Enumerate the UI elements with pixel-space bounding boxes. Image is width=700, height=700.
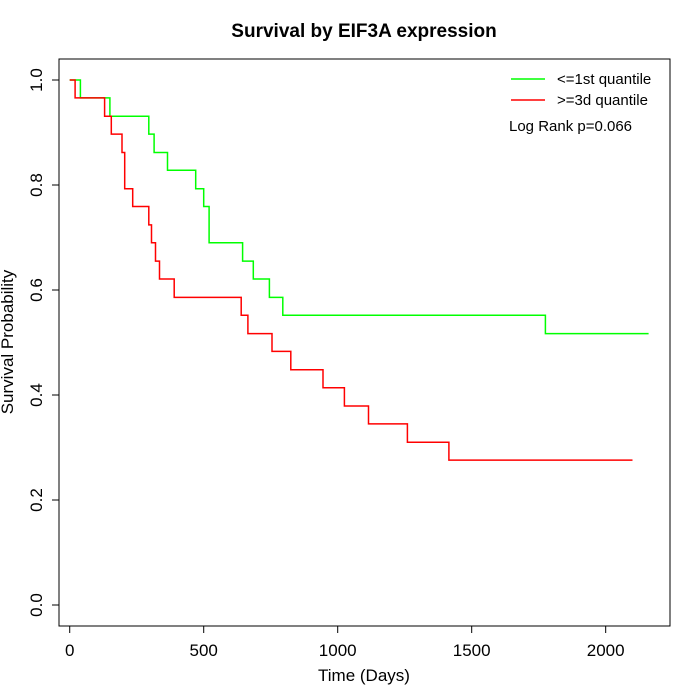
series-line-1 [69, 79, 649, 335]
y-axis-label: Survival Probability [0, 269, 17, 414]
x-tick-label: 500 [190, 641, 218, 660]
plot-frame [58, 58, 671, 627]
x-tick-label: 1500 [453, 641, 491, 660]
series-line-2 [69, 79, 633, 461]
y-tick-label: 0.4 [27, 383, 46, 407]
y-tick-label: 0.0 [27, 593, 46, 617]
x-axis: 0 500 1000 1500 2000 [65, 625, 625, 660]
legend-label: <=1st quantile [557, 71, 651, 88]
legend-label: >=3d quantile [557, 92, 648, 109]
x-tick-label: 0 [65, 641, 74, 660]
legend: <=1st quantile >=3d quantile [511, 71, 651, 109]
series-layer [69, 79, 649, 461]
y-tick-label: 0.2 [27, 488, 46, 512]
chart-title: Survival by EIF3A expression [231, 21, 496, 42]
y-axis: 0.0 0.2 0.4 0.6 0.8 1.0 [27, 68, 60, 617]
y-tick-label: 1.0 [27, 68, 46, 92]
log-rank-annotation: Log Rank p=0.066 [509, 118, 632, 135]
x-tick-label: 2000 [587, 641, 625, 660]
x-axis-label: Time (Days) [318, 666, 410, 685]
y-tick-label: 0.6 [27, 278, 46, 302]
y-tick-label: 0.8 [27, 173, 46, 197]
x-tick-label: 1000 [319, 641, 357, 660]
